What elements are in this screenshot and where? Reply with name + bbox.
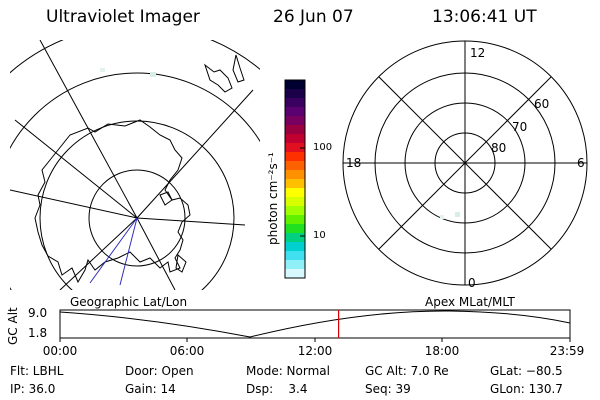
mlt-label-left: 18 bbox=[346, 156, 362, 170]
colorbar-tick-label: 10 bbox=[313, 230, 326, 241]
mlat-label: 80 bbox=[491, 141, 507, 155]
filter-info: Flt: LBHL bbox=[10, 364, 64, 378]
colorbar-segment bbox=[285, 224, 305, 234]
coastline bbox=[232, 54, 245, 83]
glon-info: GLon: 130.7 bbox=[490, 382, 563, 396]
colorbar-segment bbox=[285, 170, 305, 180]
colorbar-segment bbox=[285, 161, 305, 171]
colorbar-segment bbox=[285, 242, 305, 252]
mlt-dial bbox=[342, 40, 588, 286]
colorbar-segment bbox=[285, 125, 305, 135]
y-tick-label: 1.8 bbox=[28, 326, 48, 340]
glat-info: GLat: −80.5 bbox=[490, 364, 563, 378]
x-tick-label: 06:00 bbox=[169, 344, 205, 358]
aurora-speckle bbox=[455, 212, 460, 217]
coastline bbox=[34, 119, 191, 284]
colorbar-segment bbox=[285, 269, 305, 279]
lat-circle bbox=[10, 72, 260, 290]
colorbar-tick-label: 100 bbox=[313, 142, 333, 153]
mlat-label: 60 bbox=[534, 97, 550, 111]
mlt-label-top: 12 bbox=[470, 46, 486, 60]
meridian-line bbox=[136, 217, 176, 290]
door-info: Door: Open bbox=[125, 364, 194, 378]
view-line bbox=[119, 217, 138, 286]
x-tick-label: 00:00 bbox=[42, 344, 78, 358]
colorbar-frame bbox=[284, 79, 306, 279]
mlt-label-right: 6 bbox=[577, 156, 585, 170]
coastline bbox=[159, 191, 173, 206]
colorbar bbox=[285, 80, 305, 279]
mode-info: Mode: Normal bbox=[246, 364, 330, 378]
view-line bbox=[89, 217, 138, 284]
mlt-axis bbox=[378, 76, 552, 250]
colorbar-segment bbox=[285, 134, 305, 144]
altitude-curve bbox=[59, 310, 571, 338]
x-tick-label: 12:00 bbox=[297, 344, 333, 358]
ip-info: IP: 36.0 bbox=[10, 382, 56, 396]
colorbar-segment bbox=[285, 116, 305, 126]
y-axis-label: GC Alt bbox=[6, 307, 20, 345]
colorbar-unit-label: photon cm⁻²s⁻¹ bbox=[266, 152, 280, 245]
aurora-speckle bbox=[440, 215, 444, 219]
timeline-right-caption: Apex MLat/MLT bbox=[425, 295, 515, 309]
colorbar-segment bbox=[285, 206, 305, 216]
colorbar-segment bbox=[285, 152, 305, 162]
meridian-line bbox=[10, 189, 138, 219]
colorbar-segment bbox=[285, 80, 305, 90]
gc-alt-info: GC Alt: 7.0 Re bbox=[365, 364, 449, 378]
colorbar-segment bbox=[285, 98, 305, 108]
meridian-line bbox=[59, 217, 138, 290]
seq-info: Seq: 39 bbox=[365, 382, 411, 396]
lat-circle bbox=[88, 169, 186, 267]
dsp-info: Dsp: 3.4 bbox=[246, 382, 308, 396]
meridian-line bbox=[39, 40, 138, 219]
time-label: 13:06:41 UT bbox=[432, 7, 537, 27]
meridian-line bbox=[136, 217, 246, 226]
timeline-frame bbox=[59, 309, 571, 339]
colorbar-segment bbox=[285, 260, 305, 270]
x-tick-label: 23:59 bbox=[549, 344, 585, 358]
aurora-speckle bbox=[100, 68, 105, 72]
meridian-line bbox=[14, 119, 138, 219]
colorbar-segment bbox=[285, 143, 305, 153]
gain-info: Gain: 14 bbox=[125, 382, 176, 396]
colorbar-segment bbox=[285, 233, 305, 243]
meridian-line bbox=[136, 89, 254, 219]
colorbar-segment bbox=[285, 197, 305, 207]
timeline-left-caption: Geographic Lat/Lon bbox=[70, 295, 188, 309]
colorbar-segment bbox=[285, 188, 305, 198]
date-label: 26 Jun 07 bbox=[273, 7, 354, 27]
colorbar-segment bbox=[285, 215, 305, 225]
x-tick-label: 18:00 bbox=[424, 344, 460, 358]
instrument-title: Ultraviolet Imager bbox=[46, 7, 200, 27]
colorbar-segment bbox=[285, 89, 305, 99]
timeline-plot bbox=[59, 309, 571, 342]
coastline bbox=[175, 254, 187, 273]
mlat-label: 70 bbox=[512, 120, 528, 134]
geographic-map bbox=[10, 40, 260, 290]
y-tick-label: 9.0 bbox=[28, 306, 48, 320]
coastline bbox=[204, 63, 233, 93]
aurora-speckle bbox=[150, 72, 156, 77]
mlt-label-bottom: 0 bbox=[468, 276, 476, 290]
colorbar-segment bbox=[285, 107, 305, 117]
colorbar-segment bbox=[285, 251, 305, 261]
colorbar-segment bbox=[285, 179, 305, 189]
